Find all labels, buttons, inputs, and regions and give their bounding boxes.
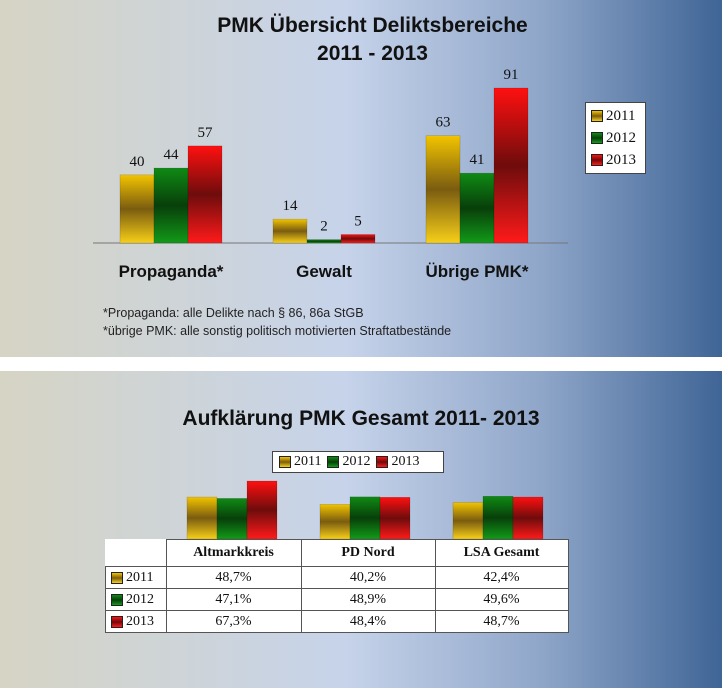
row-swatch-2011 bbox=[111, 571, 123, 584]
row-swatch-2012 bbox=[111, 593, 123, 606]
value-label-2012-0: 44 bbox=[164, 147, 180, 163]
value-label-2011-1: 14 bbox=[283, 198, 299, 214]
value-label-2012-2: 41 bbox=[470, 152, 485, 168]
bar-2011-2 bbox=[425, 135, 461, 244]
row-header-2013: 2013 bbox=[105, 610, 167, 633]
table-row: 2011 48,7% 40,2% 42,4% bbox=[105, 566, 569, 589]
table-cell: 48,9% bbox=[300, 588, 436, 611]
bar2-2012-1 bbox=[349, 496, 381, 540]
bar-2011-1 bbox=[272, 218, 308, 244]
legend2-label-2013: 2013 bbox=[391, 454, 420, 469]
chart2-legend: 2011 2012 2013 bbox=[272, 451, 444, 473]
row-label-2012: 2012 bbox=[126, 591, 154, 607]
table-header-lsa-gesamt: LSA Gesamt bbox=[434, 539, 569, 567]
row-header-2012: 2012 bbox=[105, 588, 167, 611]
category-label-1: Gewalt bbox=[296, 262, 352, 281]
category-label-0: Propaganda* bbox=[119, 262, 224, 281]
legend2-swatch-2011 bbox=[279, 456, 291, 468]
table-header-row: Altmarkkreis PD Nord LSA Gesamt bbox=[106, 539, 569, 567]
value-label-2013-1: 5 bbox=[354, 213, 362, 229]
row-label-2011: 2011 bbox=[126, 569, 154, 585]
bar-2012-2 bbox=[459, 172, 495, 244]
bar-2013-1 bbox=[340, 234, 376, 244]
legend2-label-2012: 2012 bbox=[342, 454, 371, 469]
row-header-2011: 2011 bbox=[105, 566, 167, 589]
legend-swatch-2013 bbox=[591, 154, 603, 166]
table-cell: 48,4% bbox=[300, 610, 436, 633]
bar2-2011-1 bbox=[319, 504, 351, 540]
bar-2013-0 bbox=[187, 145, 223, 244]
table-row: 2013 67,3% 48,4% 48,7% bbox=[105, 610, 569, 633]
chart1-title-line2: 2011 - 2013 bbox=[317, 42, 428, 65]
legend-swatch-2011 bbox=[591, 110, 603, 122]
category-label-2: Übrige PMK* bbox=[426, 262, 529, 281]
bar2-2013-1 bbox=[379, 497, 411, 540]
value-label-2012-1: 2 bbox=[320, 219, 328, 235]
footnote-propaganda: *Propaganda: alle Delikte nach § 86, 86a… bbox=[103, 306, 364, 320]
chart1-title-line1: PMK Übersicht Deliktsbereiche bbox=[217, 14, 528, 37]
data-table: Altmarkkreis PD Nord LSA Gesamt 2011 48,… bbox=[105, 539, 569, 633]
table-cell: 48,7% bbox=[434, 610, 569, 633]
row-label-2013: 2013 bbox=[126, 613, 154, 629]
value-label-2013-0: 57 bbox=[198, 125, 214, 141]
bar-2013-2 bbox=[493, 87, 529, 244]
table-cell: 47,1% bbox=[165, 588, 302, 611]
table-header-pd-nord: PD Nord bbox=[300, 539, 436, 567]
value-label-2013-2: 91 bbox=[504, 67, 519, 83]
table-header-altmarkkreis: Altmarkkreis bbox=[165, 539, 302, 567]
legend-label-2011: 2011 bbox=[606, 107, 636, 124]
bar2-2013-0 bbox=[246, 480, 278, 540]
bar2-2011-0 bbox=[186, 496, 218, 540]
legend2-label-2011: 2011 bbox=[294, 454, 322, 469]
row-swatch-2013 bbox=[111, 615, 123, 628]
table-cell: 48,7% bbox=[165, 566, 302, 589]
legend2-item-2012: 2012 bbox=[327, 454, 370, 470]
deliktsbereiche-chart: 40 44 57 14 2 5 63 41 91 Propaganda* Gewalt Übrige… bbox=[93, 67, 568, 281]
aufklaerung-panel: Aufklärung PMK Gesamt 2011- 2013 2011 20… bbox=[0, 371, 722, 688]
bar-2012-1 bbox=[306, 239, 342, 244]
value-label-2011-2: 63 bbox=[436, 115, 451, 131]
bar2-2012-0 bbox=[216, 498, 248, 540]
table-cell: 40,2% bbox=[300, 566, 436, 589]
legend-item-2012: 2012 bbox=[591, 127, 645, 149]
chart2-title: Aufklärung PMK Gesamt 2011- 2013 bbox=[182, 407, 540, 430]
table-cell: 67,3% bbox=[165, 610, 302, 633]
legend-item-2013: 2013 bbox=[591, 149, 645, 171]
bar-2011-0 bbox=[119, 174, 155, 244]
legend-swatch-2012 bbox=[591, 132, 603, 144]
value-label-2011-0: 40 bbox=[130, 154, 145, 170]
bar2-2012-2 bbox=[482, 496, 514, 540]
legend-label-2013: 2013 bbox=[606, 151, 636, 168]
chart1-legend: 2011 2012 2013 bbox=[585, 102, 646, 174]
aufklaerung-chart bbox=[186, 480, 544, 540]
legend-label-2012: 2012 bbox=[606, 129, 636, 146]
legend2-item-2013: 2013 bbox=[376, 454, 419, 470]
legend2-item-2011: 2011 bbox=[279, 454, 321, 470]
table-corner bbox=[106, 540, 167, 567]
table-row: 2012 47,1% 48,9% 49,6% bbox=[105, 588, 569, 611]
bar2-2013-2 bbox=[512, 496, 544, 540]
deliktsbereiche-panel: PMK Übersicht Deliktsbereiche 2011 - 201… bbox=[0, 0, 722, 357]
bar2-2011-2 bbox=[452, 502, 484, 540]
legend-item-2011: 2011 bbox=[591, 105, 645, 127]
table-cell: 42,4% bbox=[434, 566, 569, 589]
table-cell: 49,6% bbox=[434, 588, 569, 611]
footnote-uebrige-pmk: *übrige PMK: alle sonstig politisch moti… bbox=[103, 324, 452, 338]
legend2-swatch-2012 bbox=[327, 456, 340, 468]
legend2-swatch-2013 bbox=[376, 456, 389, 468]
bar-2012-0 bbox=[153, 167, 189, 244]
